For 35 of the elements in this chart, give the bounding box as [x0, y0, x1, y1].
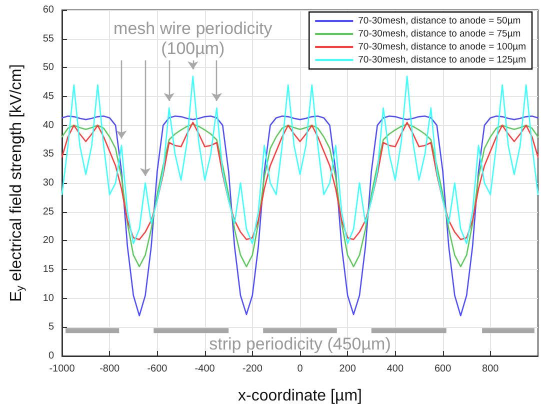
y-tick-label: 0 [48, 350, 54, 362]
x-tick-label: -800 [100, 364, 120, 374]
x-tick-label: -400 [194, 364, 216, 374]
y-tick-label: 20 [42, 235, 54, 246]
x-tick-label: 400 [386, 364, 404, 374]
legend-label: 70-30mesh, distance to anode = 100µm [358, 42, 526, 52]
y-tick-label: 45 [42, 91, 54, 102]
y-tick-label: 60 [42, 4, 54, 16]
x-tick-label: -1000 [49, 364, 76, 374]
legend-label: 70-30mesh, distance to anode = 125µm [358, 54, 526, 66]
y-tick-label: 35 [42, 148, 54, 160]
x-tick-label: -600 [147, 364, 168, 374]
annotation: strip periodicity (450µm) [209, 334, 391, 354]
x-tick-label: 0 [297, 364, 304, 374]
x-axis-title: x-coordinate [µm] [238, 388, 362, 404]
y-tick-label: 5 [48, 322, 54, 333]
x-tick-label: 800 [482, 364, 500, 374]
legend-label: 70-30mesh, distance to anode = 50µm [358, 16, 521, 26]
y-tick-label: 25 [42, 206, 54, 218]
legend-label: 70-30mesh, distance to anode = 75µm [358, 28, 521, 40]
annotation: mesh wire periodicity (100µm) [114, 18, 273, 58]
y-tick-label: 50 [42, 62, 54, 74]
line-series [61, 124, 539, 268]
y-tick-label: 30 [42, 178, 54, 188]
line-series [61, 122, 539, 240]
x-tick-label: -200 [242, 364, 263, 374]
y-axis-title: Ey electrical field strength [kV/cm] [8, 64, 26, 302]
y-tick-label: 55 [42, 33, 54, 44]
line-series [61, 76, 539, 244]
x-tick-label: 200 [339, 364, 356, 374]
y-tick-label: 40 [42, 120, 54, 131]
x-tick-label: 600 [434, 364, 452, 374]
y-tick-label: 10 [42, 292, 54, 304]
line-series [61, 115, 539, 316]
y-tick-label: 15 [42, 264, 54, 275]
